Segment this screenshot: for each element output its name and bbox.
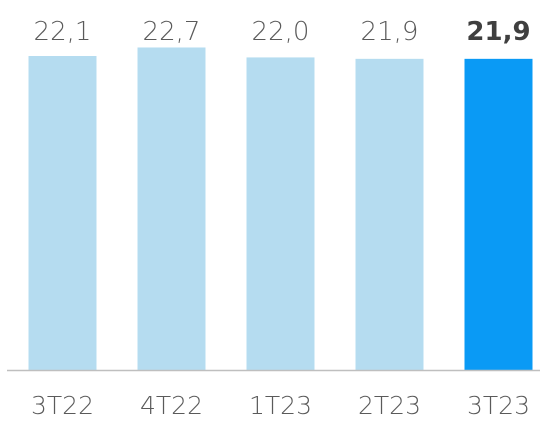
value-label-4T22: 22,7 [143,17,201,47]
value-label-1T23: 22,0 [252,17,310,47]
x-tick-labels-group: 3T22 4T22 1T23 2T23 3T23 [31,391,530,420]
x-tick-label-2T23: 2T23 [358,391,421,420]
x-tick-label-4T22: 4T22 [140,391,203,420]
bar-4T22 [137,47,206,371]
value-label-3T22: 22,1 [34,17,92,47]
bar-3T22 [28,56,97,370]
x-tick-label-3T23: 3T23 [467,391,530,420]
value-label-2T23: 21,9 [361,17,419,47]
bar-1T23 [246,57,315,371]
bar-2T23 [355,58,424,371]
bars-group [28,47,533,371]
bar-3T23 [464,58,533,371]
x-tick-label-3T22: 3T22 [31,391,94,420]
value-labels-group: 22,1 22,7 22,0 21,9 21,9 [34,17,531,47]
value-label-3T23: 21,9 [466,17,530,47]
x-tick-label-1T23: 1T23 [249,391,312,420]
